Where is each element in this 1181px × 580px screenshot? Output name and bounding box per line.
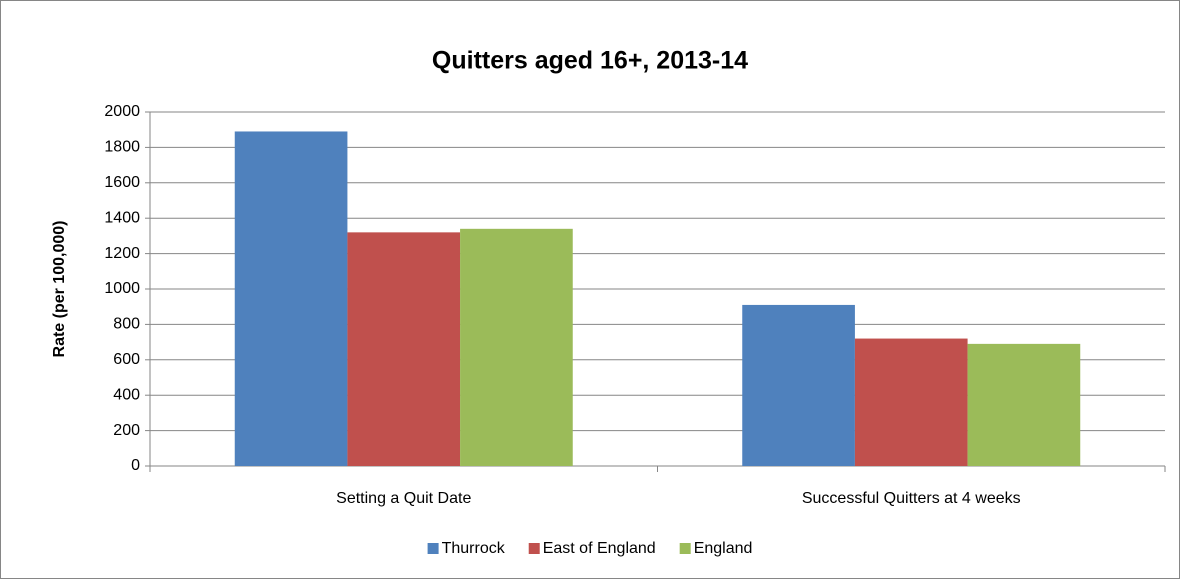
bar (854, 338, 968, 466)
y-tick-label: 1000 (104, 280, 140, 297)
y-tick-label: 400 (113, 386, 140, 403)
y-tick-label: 200 (113, 422, 140, 439)
bar (460, 228, 573, 466)
bar (742, 304, 855, 466)
x-tick-label: Successful Quitters at 4 weeks (802, 490, 1021, 507)
bar (234, 131, 348, 466)
y-tick-label: 600 (113, 351, 140, 368)
legend-swatch (679, 543, 691, 554)
y-tick-label: 800 (113, 316, 140, 333)
chart-title: Quitters aged 16+, 2013-14 (432, 47, 748, 75)
y-tick-label: 1200 (104, 245, 140, 262)
legend-label: Thurrock (442, 540, 506, 557)
y-tick-label: 2000 (104, 103, 140, 120)
legend-label: England (694, 540, 753, 557)
y-tick-label: 1400 (104, 209, 140, 226)
y-tick-label: 1800 (104, 139, 140, 156)
bar (967, 343, 1081, 466)
y-tick-label: 1600 (104, 174, 140, 191)
legend-swatch (427, 543, 439, 554)
x-tick-label: Setting a Quit Date (336, 490, 471, 507)
y-tick-label: 0 (131, 457, 140, 474)
y-axis-label: Rate (per 100,000) (51, 221, 68, 358)
legend-swatch (528, 543, 540, 554)
bar (347, 232, 461, 466)
legend-label: East of England (543, 540, 656, 557)
